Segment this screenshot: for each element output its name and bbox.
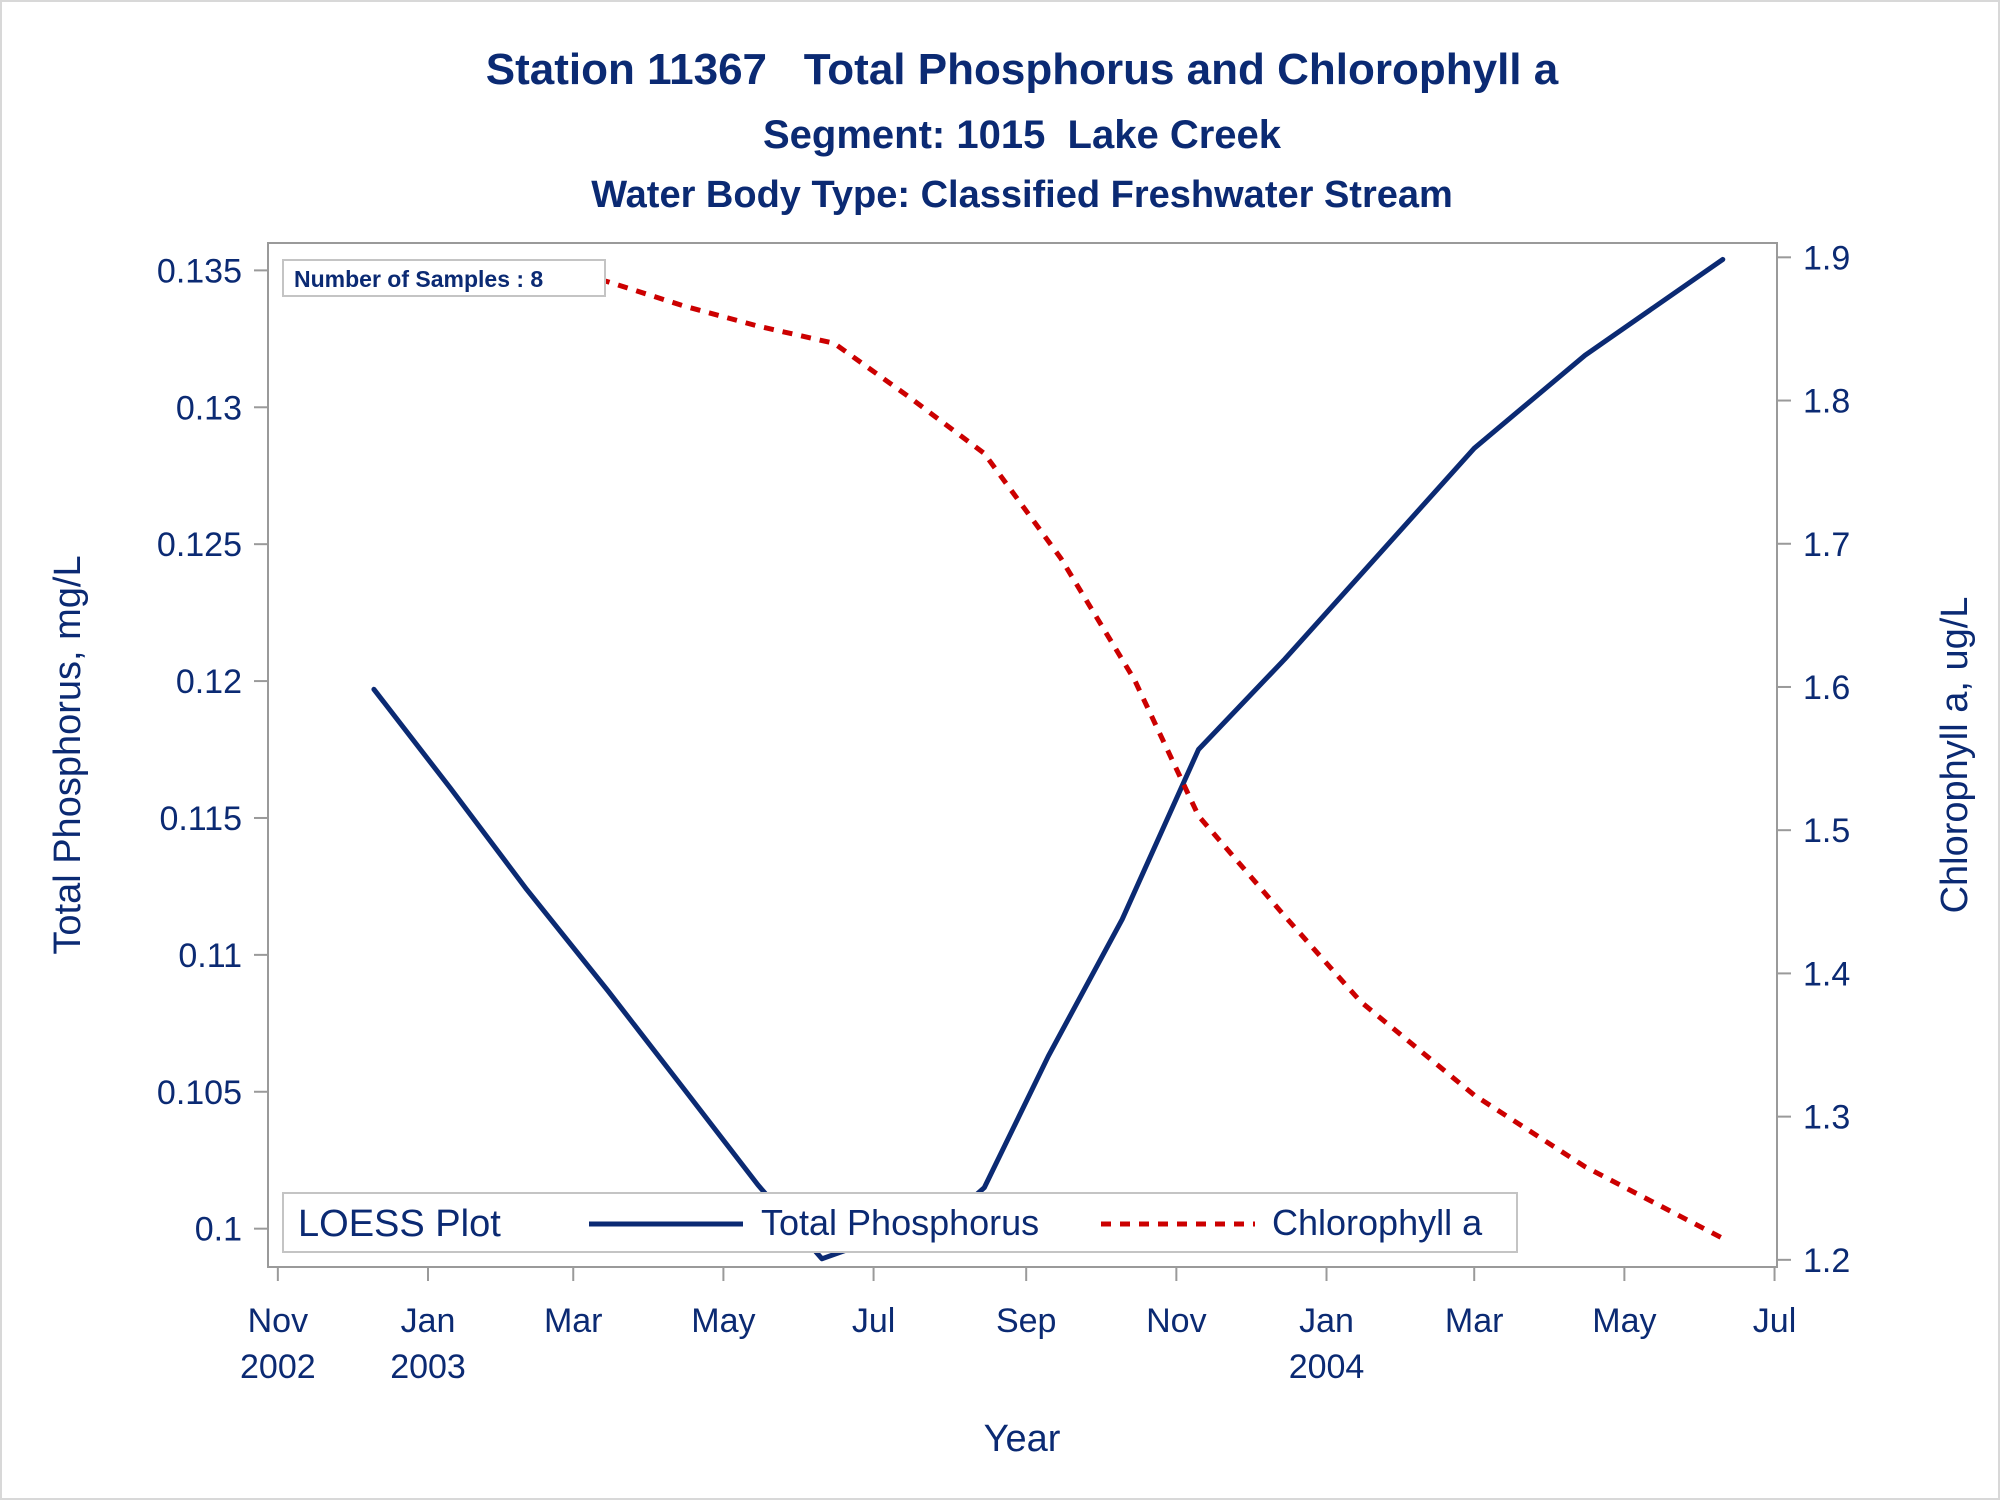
y-left-tick-label: 0.105: [157, 1074, 242, 1112]
x-tick-label: Jul: [852, 1302, 895, 1340]
y-right-tick-label: 1.3: [1803, 1099, 1850, 1137]
y-right-tick-label: 1.9: [1803, 239, 1850, 277]
legend-frame: [282, 1192, 1518, 1253]
sample-count-box: Number of Samples : 8: [282, 259, 606, 297]
x-tick-year-label: 2003: [390, 1348, 466, 1386]
x-tick-label: Jan: [401, 1302, 456, 1340]
y-right-tick-label: 1.8: [1803, 383, 1850, 421]
y-left-tick-label: 0.115: [159, 800, 242, 838]
y-right-tick-label: 1.7: [1803, 526, 1850, 564]
chart-title: Station 11367 Total Phosphorus and Chlor…: [486, 45, 1559, 94]
y-right-tick-label: 1.4: [1803, 955, 1850, 993]
x-tick-label: Nov: [1146, 1302, 1206, 1340]
plot-area: [267, 242, 1778, 1268]
y-left-tick-label: 0.13: [176, 389, 242, 427]
y-left-tick-label: 0.125: [157, 526, 242, 564]
legend: LOESS Plot Total Phosphorus Chlorophyll …: [282, 1192, 1518, 1253]
y-right-axis: 1.2 1.3 1.4 1.5 1.6 1.7 1.8 1.9: [1777, 239, 1850, 1280]
series-line-total-phosphorus: [371, 256, 1726, 1262]
x-tick-label: Mar: [1445, 1302, 1504, 1340]
x-tick-label: May: [1592, 1302, 1656, 1340]
y-left-axis: 0.1 0.105 0.11 0.115 0.12 0.125 0.13 0.135: [157, 252, 268, 1249]
series-layer: [371, 256, 1726, 1262]
sample-count-label: Number of Samples : 8: [294, 266, 543, 292]
sample-count-box-frame: [282, 259, 606, 297]
legend-label-phosphorus: Total Phosphorus: [761, 1202, 1039, 1243]
chart-subtitle-segment: Segment: 1015 Lake Creek: [763, 113, 1282, 157]
legend-title: LOESS Plot: [298, 1203, 501, 1245]
legend-label-chlorophyll: Chlorophyll a: [1272, 1202, 1483, 1243]
x-tick-year-label: 2004: [1289, 1348, 1365, 1386]
y-left-axis-label: Total Phosphorus, mg/L: [47, 555, 89, 954]
x-tick-year-label: 2002: [240, 1348, 316, 1386]
y-left-tick-label: 0.135: [157, 252, 242, 290]
x-tick-label: Jul: [1753, 1302, 1796, 1340]
x-tick-label: Sep: [996, 1302, 1057, 1340]
y-left-tick-label: 0.1: [195, 1211, 242, 1249]
x-axis-label: Year: [984, 1418, 1061, 1460]
x-tick-label: Jan: [1299, 1302, 1354, 1340]
y-right-tick-label: 1.2: [1803, 1242, 1850, 1280]
x-tick-label: Mar: [544, 1302, 603, 1340]
y-right-axis-label: Chlorophyll a, ug/L: [1934, 597, 1976, 914]
y-left-tick-label: 0.11: [178, 937, 242, 975]
x-tick-label: May: [691, 1302, 755, 1340]
y-right-tick-label: 1.5: [1803, 812, 1850, 850]
x-axis: Nov 2002 Jan 2003 Mar May Jul Sep Nov Jan 2004 Mar M…: [240, 1267, 1796, 1386]
chart-subtitle-waterbody: Water Body Type: Classified Freshwater S…: [591, 174, 1453, 216]
y-right-tick-label: 1.6: [1803, 669, 1850, 707]
y-left-tick-label: 0.12: [176, 663, 242, 701]
x-tick-label: Nov: [248, 1302, 308, 1340]
